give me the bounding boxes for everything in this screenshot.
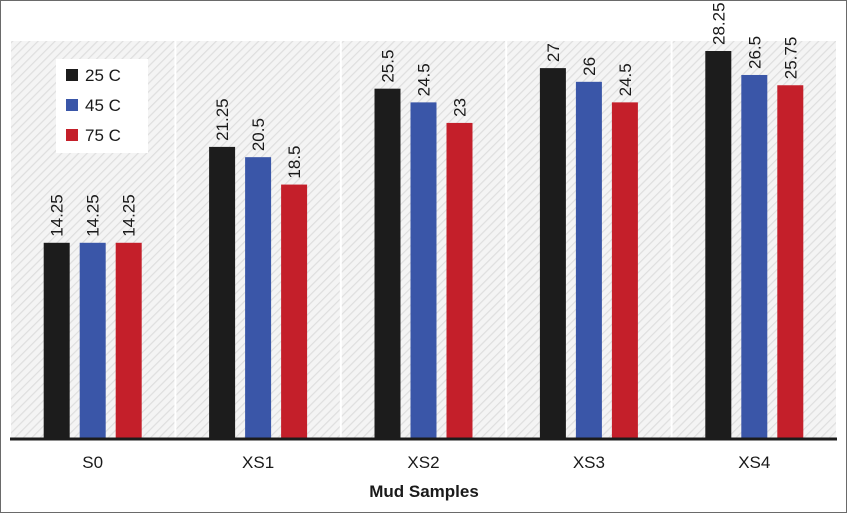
data-label: 23 [451, 98, 470, 117]
bar-xs3-75c [611, 102, 638, 439]
legend-label: 45 C [85, 96, 121, 115]
bar-xs3-45c [575, 81, 602, 439]
data-label: 26.5 [745, 36, 764, 69]
data-label: 26 [580, 57, 599, 76]
data-label: 14.25 [84, 194, 103, 237]
bar-s0-25c [43, 242, 70, 438]
data-label: 14.25 [120, 194, 139, 237]
x-tick-label: XS2 [407, 453, 439, 472]
data-label: 24.5 [415, 63, 434, 96]
bar-xs4-25c [705, 51, 732, 438]
data-label: 20.5 [249, 118, 268, 151]
bar-xs1-25c [209, 146, 236, 438]
x-tick-label: S0 [82, 453, 103, 472]
data-label: 27 [544, 43, 563, 62]
data-label: 25.75 [781, 37, 800, 80]
legend-swatch [66, 69, 78, 81]
bar-s0-45c [79, 242, 106, 438]
x-axis-title: Mud Samples [369, 482, 479, 501]
legend-label: 25 C [85, 66, 121, 85]
data-label: 14.25 [48, 194, 67, 237]
bar-xs2-75c [446, 122, 473, 439]
legend-swatch [66, 129, 78, 141]
x-tick-label: XS4 [738, 453, 770, 472]
x-tick-label: XS3 [573, 453, 605, 472]
bar-xs1-45c [245, 157, 272, 438]
bar-xs4-75c [777, 85, 804, 438]
data-label: 25.5 [379, 50, 398, 83]
data-labels-group: 14.25 14.25 14.25 21.25 20.5 18.5 25.5 24.5 23 27… [48, 2, 801, 236]
legend: 25 C 45 C 75 C [56, 59, 148, 153]
bar-s0-75c [115, 242, 142, 438]
bar-xs2-25c [374, 88, 401, 438]
legend-label: 75 C [85, 126, 121, 145]
data-label: 24.5 [616, 63, 635, 96]
bars-group [43, 51, 804, 439]
bar-xs3-25c [539, 68, 566, 438]
bar-xs4-45c [741, 74, 768, 438]
data-label: 21.25 [213, 98, 232, 141]
bar-xs1-75c [281, 184, 308, 438]
x-tick-label: XS1 [242, 453, 274, 472]
legend-swatch [66, 99, 78, 111]
x-tick-labels-group: S0 XS1 XS2 XS3 XS4 [82, 453, 770, 472]
bar-xs2-45c [410, 102, 437, 439]
data-label: 18.5 [285, 145, 304, 178]
data-label: 28.25 [709, 2, 728, 45]
